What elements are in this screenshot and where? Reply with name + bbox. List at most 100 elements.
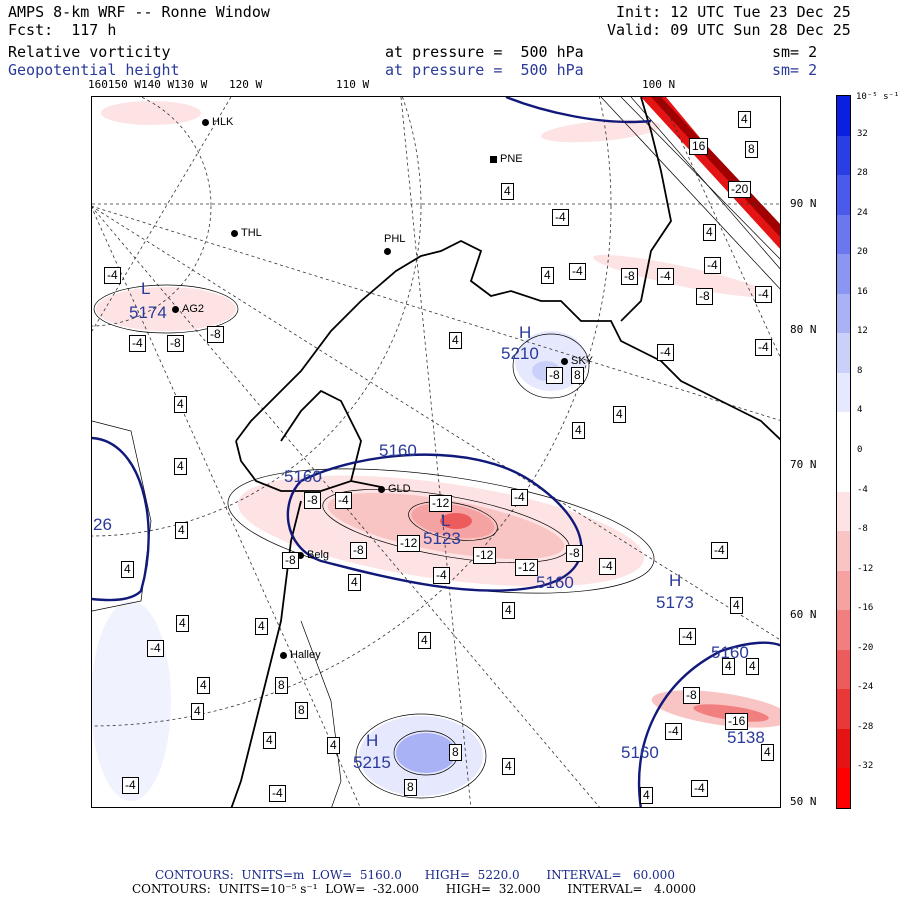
height-label: 5160 bbox=[621, 743, 659, 762]
valid-time: Valid: 09 UTC Sun 28 Dec 25 bbox=[607, 21, 851, 39]
vorticity-label: 4 bbox=[191, 703, 204, 720]
vorticity-label: -12 bbox=[397, 535, 421, 552]
colorbar-tick-label: -20 bbox=[857, 642, 874, 653]
vorticity-label: 4 bbox=[613, 406, 626, 423]
vorticity-label: -4 bbox=[147, 640, 164, 657]
vorticity-label: 4 bbox=[121, 561, 134, 578]
vorticity-label: -4 bbox=[569, 263, 586, 280]
vorticity-label: -8 bbox=[696, 288, 713, 305]
height-label: 26 bbox=[93, 515, 112, 534]
colorbar-unit: 10⁻⁵ s⁻¹ bbox=[856, 92, 900, 102]
colorbar-tick-label: 0 bbox=[857, 445, 863, 455]
vorticity-label: -4 bbox=[104, 267, 121, 284]
vorticity-label: 4 bbox=[174, 396, 187, 413]
colorbar-tick-label: -8 bbox=[857, 524, 868, 535]
colorbar-segment bbox=[837, 689, 850, 730]
vorticity-label: 4 bbox=[197, 677, 210, 694]
vorticity-label: -8 bbox=[207, 326, 224, 343]
vorticity-contour-summary: CONTOURS: UNITS=10⁻⁵ s⁻¹ LOW= -32.000 HI… bbox=[132, 882, 696, 896]
vorticity-label: -8 bbox=[350, 542, 367, 559]
colorbar-segment bbox=[837, 491, 850, 532]
vorticity-contours bbox=[92, 97, 780, 807]
vorticity-label: -4 bbox=[122, 777, 139, 794]
lat-label: 80 N bbox=[790, 323, 817, 336]
colorbar-tick-label: -32 bbox=[857, 761, 874, 772]
lon-label: 110 W bbox=[336, 78, 370, 91]
height-label: 5173 bbox=[656, 593, 694, 612]
vorticity-label: -20 bbox=[728, 181, 752, 198]
height-label: 5160 bbox=[711, 643, 749, 662]
vorticity-label: -4 bbox=[691, 780, 708, 797]
colorbar-segment bbox=[837, 728, 850, 769]
vorticity-label: 16 bbox=[689, 138, 709, 155]
vorticity-label: -4 bbox=[755, 339, 772, 356]
lat-label: 70 N bbox=[790, 458, 817, 471]
vorticity-label: 8 bbox=[404, 779, 417, 796]
height-label: H bbox=[366, 731, 379, 750]
colorbar-segment bbox=[837, 768, 850, 809]
field1-level: at pressure = 500 hPa bbox=[385, 43, 584, 61]
colorbar-tick-label: -28 bbox=[857, 721, 874, 732]
height-label: 5160 bbox=[536, 573, 574, 592]
vorticity-label: -4 bbox=[704, 257, 721, 274]
lat-label: 60 N bbox=[790, 608, 817, 621]
field1-smoothing: sm= 2 bbox=[772, 43, 818, 61]
vorticity-label: -16 bbox=[725, 713, 749, 730]
height-label: 5160 bbox=[379, 441, 417, 460]
colorbar-tick-label: 16 bbox=[857, 286, 868, 297]
colorbar-tick-label: -4 bbox=[857, 484, 868, 495]
vorticity-label: -8 bbox=[566, 545, 583, 562]
height-label: 5123 bbox=[423, 529, 461, 548]
height-label: L bbox=[441, 511, 451, 530]
colorbar-tick-label: 12 bbox=[857, 326, 868, 337]
station-marker: THL bbox=[231, 227, 262, 239]
vorticity-label: -8 bbox=[304, 492, 321, 509]
colorbar-tick-label: -24 bbox=[857, 682, 874, 693]
vorticity-label: -4 bbox=[129, 335, 146, 352]
colorbar bbox=[836, 95, 851, 809]
vorticity-label: -12 bbox=[429, 495, 453, 512]
vorticity-label: 8 bbox=[571, 367, 584, 384]
vorticity-label: 4 bbox=[541, 267, 554, 284]
vorticity-label: 4 bbox=[746, 658, 759, 675]
init-time: Init: 12 UTC Tue 23 Dec 25 bbox=[616, 3, 851, 21]
lat-lon-grid bbox=[92, 97, 780, 807]
lon-label: 120 W bbox=[229, 78, 263, 91]
vorticity-label: 4 bbox=[640, 787, 653, 804]
vorticity-label: 8 bbox=[275, 677, 288, 694]
colorbar-tick-label: 20 bbox=[857, 247, 868, 258]
colorbar-tick-label: 4 bbox=[857, 405, 863, 416]
vorticity-label: -4 bbox=[433, 567, 450, 584]
lat-label: 50 N bbox=[790, 795, 817, 808]
station-marker: GLD bbox=[378, 483, 411, 495]
station-marker: PHL bbox=[384, 233, 405, 257]
vorticity-label: 4 bbox=[722, 658, 735, 675]
colorbar-tick-label: -16 bbox=[857, 603, 874, 614]
station-marker: SKY bbox=[561, 355, 593, 367]
vorticity-label: -4 bbox=[755, 286, 772, 303]
vorticity-label: 4 bbox=[761, 744, 774, 761]
vorticity-label: 4 bbox=[263, 732, 276, 749]
vorticity-label: 4 bbox=[418, 632, 431, 649]
colorbar-tick-label: 24 bbox=[857, 207, 868, 218]
colorbar-segment bbox=[837, 412, 850, 453]
vorticity-label: 4 bbox=[730, 597, 743, 614]
map-canvas bbox=[92, 97, 780, 807]
colorbar-tick-label: 8 bbox=[857, 365, 863, 376]
vorticity-label: 4 bbox=[703, 224, 716, 241]
vorticity-label: 4 bbox=[502, 758, 515, 775]
height-label: H bbox=[669, 571, 682, 590]
vorticity-label: -8 bbox=[282, 552, 299, 569]
colorbar-tick-label: 32 bbox=[857, 128, 868, 139]
field2-level: at pressure = 500 hPa bbox=[385, 61, 584, 79]
map-panel: HLK PNE THL PHL AG2 SKY GLD Belg Halley … bbox=[91, 96, 781, 808]
vorticity-label: 4 bbox=[501, 183, 514, 200]
height-label: 5215 bbox=[353, 753, 391, 772]
vorticity-label: -8 bbox=[167, 335, 184, 352]
station-marker: Halley bbox=[280, 649, 321, 661]
vorticity-label: 4 bbox=[348, 574, 361, 591]
colorbar-tick-label: -12 bbox=[857, 563, 874, 574]
colorbar-segment bbox=[837, 452, 850, 493]
vorticity-label: -4 bbox=[679, 628, 696, 645]
height-label: 5160 bbox=[284, 467, 322, 486]
